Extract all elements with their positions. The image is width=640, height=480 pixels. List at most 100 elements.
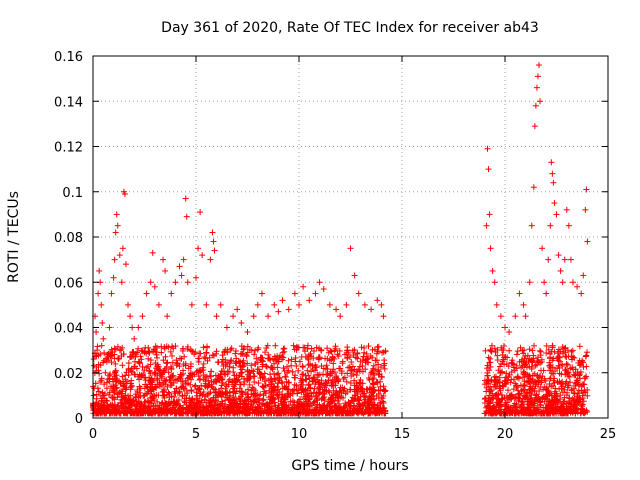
data-point [173,357,180,364]
data-point [564,370,571,377]
data-point [240,381,247,388]
data-point [203,350,210,357]
data-point [148,410,155,417]
data-point [196,355,203,362]
data-point [110,274,117,281]
data-point [541,279,548,286]
data-point [251,398,258,405]
data-point [565,369,572,376]
data-point [197,209,204,216]
data-point [272,355,279,362]
data-point [485,386,492,393]
data-point [484,145,491,152]
data-point [524,390,531,397]
data-point [317,407,324,414]
data-point [559,389,566,396]
data-point [508,391,515,398]
data-point [342,400,349,407]
data-point [162,403,169,410]
data-point [163,376,170,383]
data-point [524,398,531,405]
data-point [211,247,218,254]
data-point [203,301,210,308]
data-point [337,313,344,320]
data-point [497,410,504,417]
data-point [294,390,301,397]
data-point [325,377,332,384]
data-point [503,380,510,387]
data-point [514,348,521,355]
data-point [381,388,388,395]
data-point [492,383,499,390]
data-point [232,350,239,357]
data-point [306,403,313,410]
data-point [261,402,268,409]
data-point [101,349,108,356]
data-point [310,389,317,396]
data-point [380,399,387,406]
data-point [240,357,247,364]
data-point [487,359,494,366]
data-point [539,245,546,252]
data-point [179,393,186,400]
data-point [238,350,245,357]
data-point [93,410,100,417]
data-point [95,388,102,395]
data-point [284,386,291,393]
data-point [522,370,529,377]
data-point [356,363,363,370]
data-point [488,342,495,349]
data-point [279,297,286,304]
data-point [516,290,523,297]
data-point [353,396,360,403]
data-point [238,373,245,380]
data-point [363,350,370,357]
data-point [562,367,569,374]
data-point [101,381,108,388]
data-point [129,324,136,331]
data-point [342,351,349,358]
data-point [561,398,568,405]
data-point [222,388,229,395]
data-point [105,408,112,415]
data-point [144,384,151,391]
data-point [226,395,233,402]
data-point [530,352,537,359]
data-point [312,290,319,297]
data-point [125,365,132,372]
data-point [255,380,262,387]
data-point [325,401,332,408]
data-point [271,375,278,382]
data-point [146,403,153,410]
data-point [305,372,312,379]
data-point [574,393,581,400]
data-point [288,362,295,369]
data-point [162,353,169,360]
data-point [309,409,316,416]
data-point [160,256,167,263]
data-point [210,238,217,245]
data-point [283,408,290,415]
data-point [536,388,543,395]
data-point [240,409,247,416]
data-point [502,402,509,409]
data-point [373,409,380,416]
data-point [502,374,509,381]
data-point [581,410,588,417]
data-point [165,406,172,413]
data-point [332,391,339,398]
data-point [171,388,178,395]
data-point [228,345,235,352]
data-point [113,211,120,218]
data-point [555,346,562,353]
data-point [106,389,113,396]
data-point [344,354,351,361]
data-point [307,385,314,392]
data-point [381,365,388,372]
data-point [378,374,385,381]
data-point [559,362,566,369]
data-point [513,384,520,391]
data-point [315,372,322,379]
data-point [198,409,205,416]
data-point [149,409,156,416]
